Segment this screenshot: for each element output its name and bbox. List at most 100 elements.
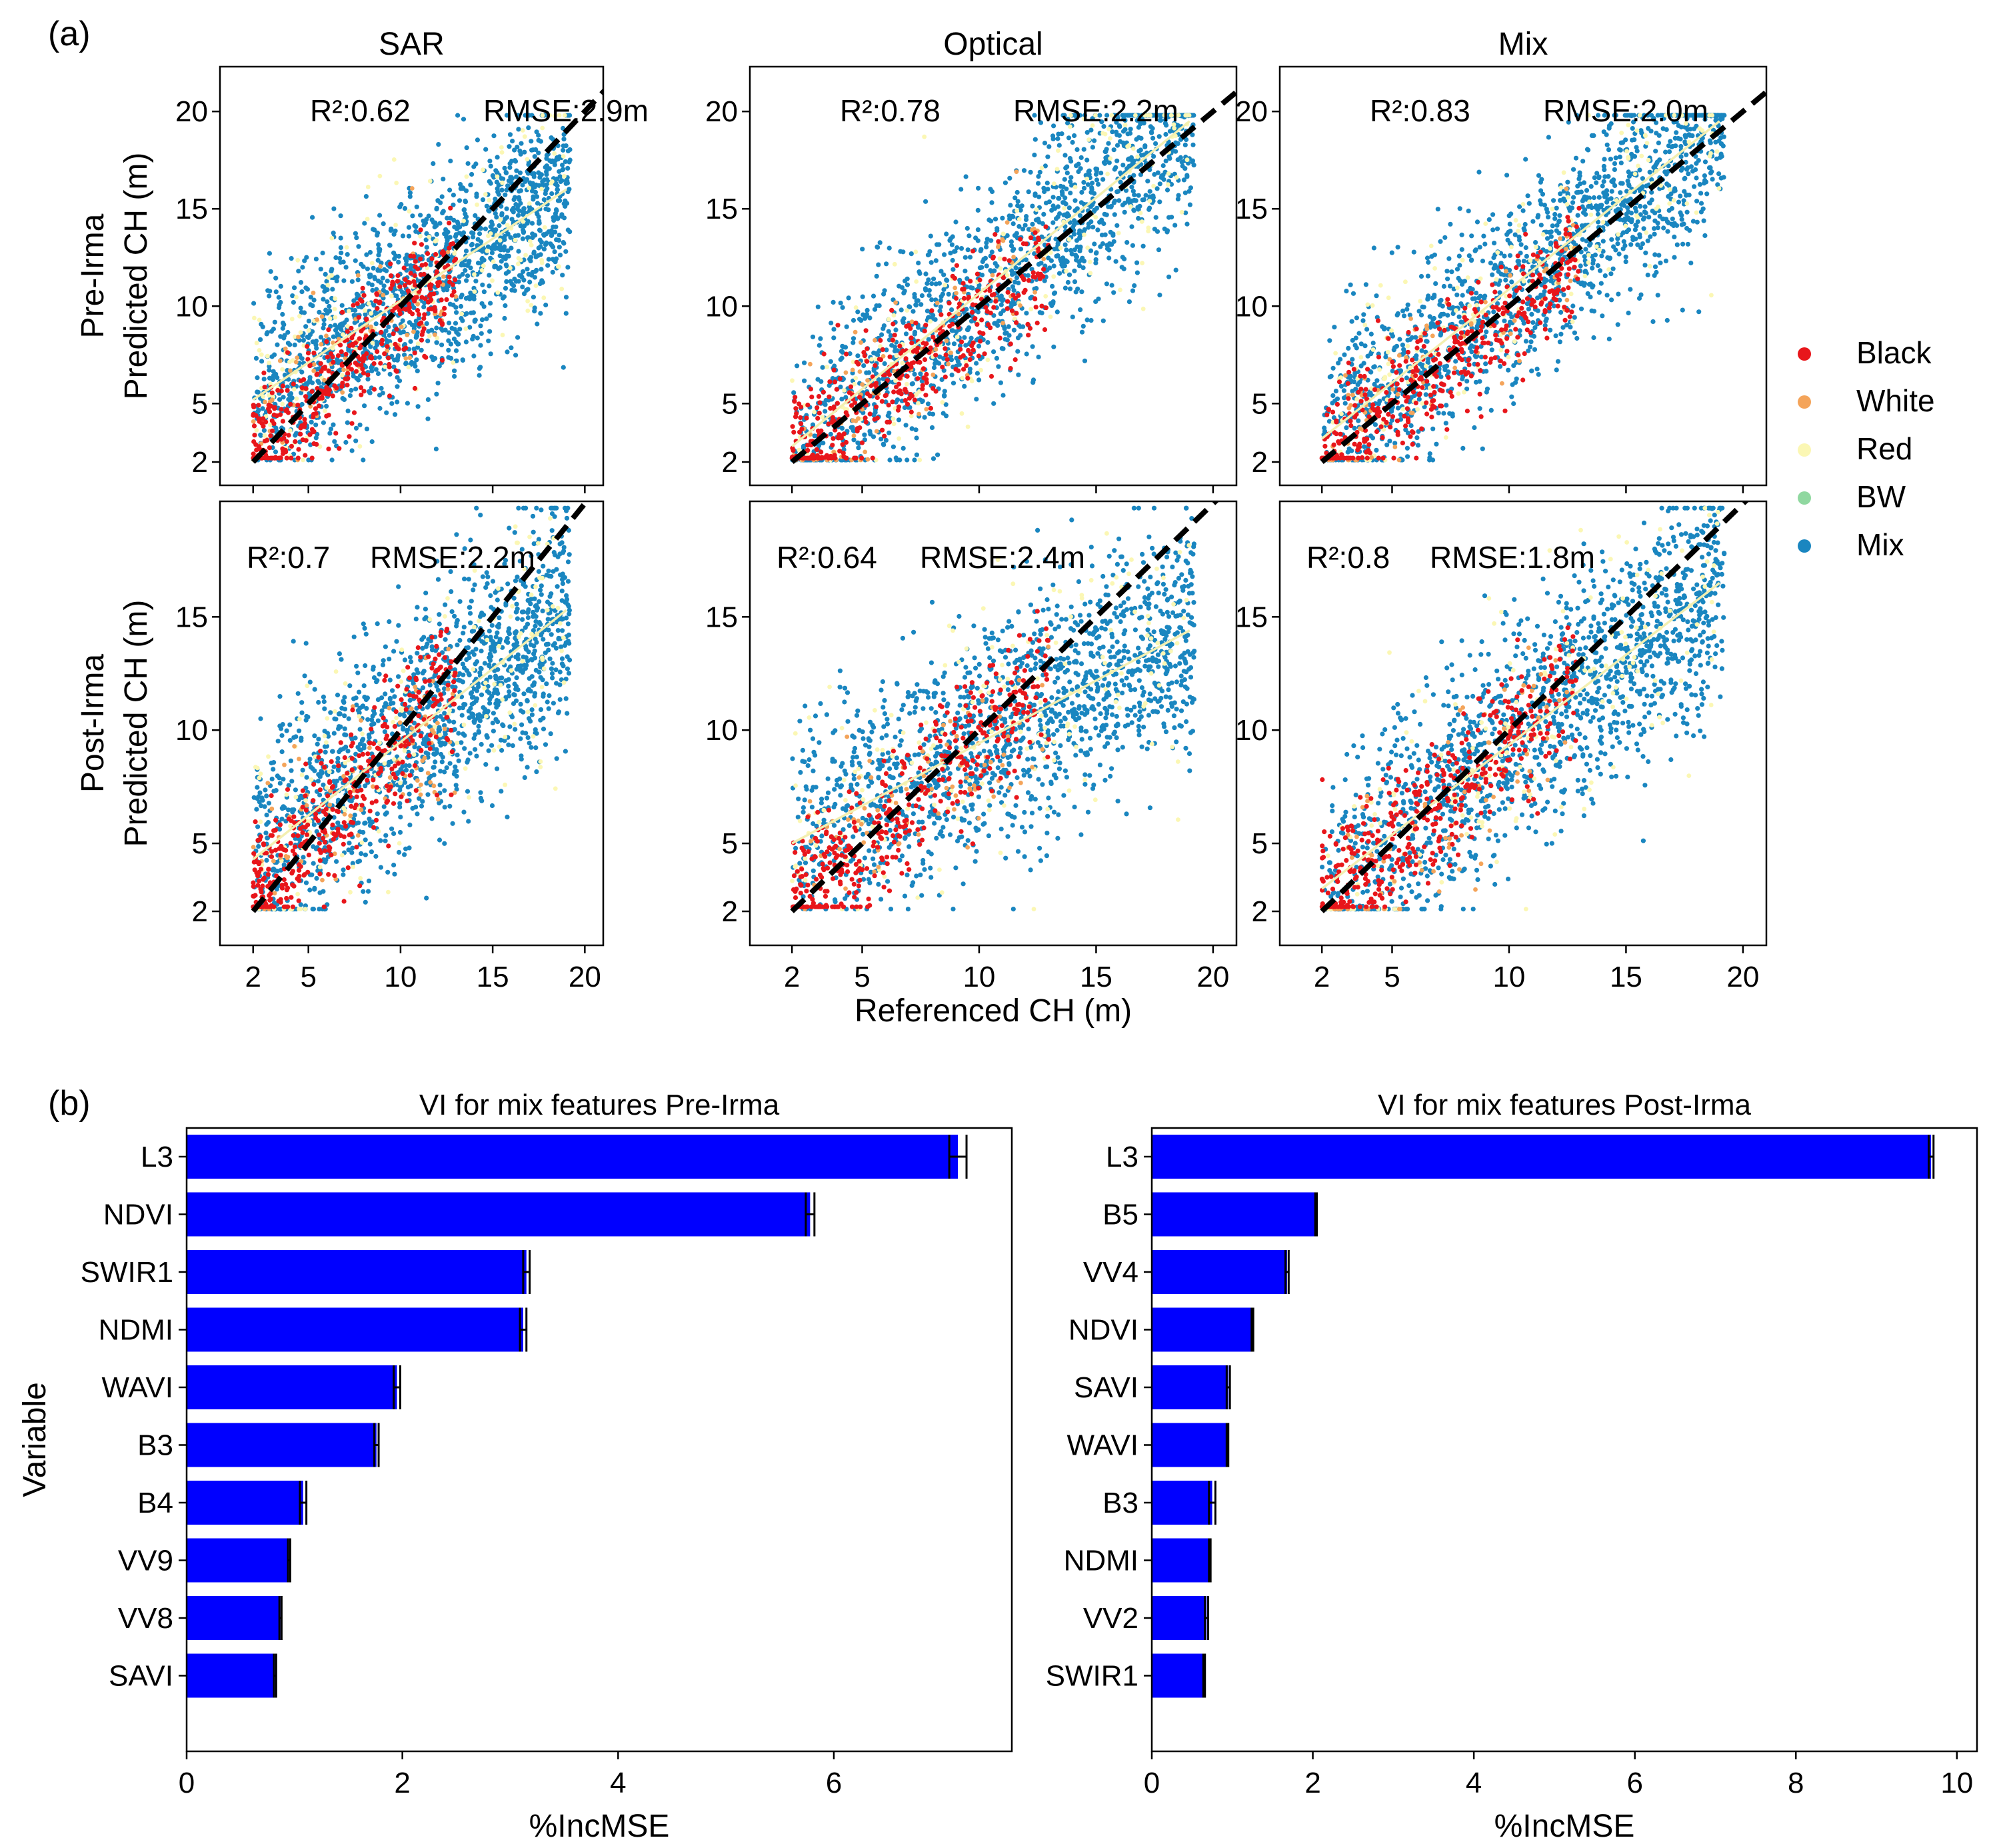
mix-point — [503, 285, 509, 291]
mix-point — [1036, 354, 1041, 360]
mix-point — [1062, 177, 1067, 182]
black-class-point — [442, 305, 447, 311]
mix-point — [1558, 191, 1563, 197]
black-class-point — [790, 424, 795, 429]
mix-point — [406, 233, 412, 239]
black-class-point — [289, 455, 294, 461]
black-class-point — [413, 283, 418, 288]
mix-point — [1024, 214, 1029, 219]
mix-point — [435, 198, 441, 203]
mix-point — [942, 252, 947, 257]
mix-point — [889, 343, 895, 348]
black-class-point — [402, 283, 408, 288]
mix-point — [1009, 268, 1014, 273]
mix-point — [951, 341, 957, 347]
black-class-point — [360, 366, 365, 372]
mix-point — [541, 183, 546, 188]
mix-point — [413, 363, 418, 369]
mix-point — [1051, 344, 1056, 349]
black-class-point — [291, 381, 296, 387]
red-class-point — [1145, 113, 1150, 118]
black-class-point — [371, 361, 377, 367]
red-class-point — [1122, 123, 1128, 128]
black-class-point — [361, 389, 367, 394]
black-class-point — [799, 404, 804, 410]
mix-point — [861, 363, 867, 369]
mix-point — [523, 113, 528, 118]
mix-point — [897, 283, 902, 289]
mix-point — [1062, 285, 1068, 291]
red-class-point — [508, 265, 513, 271]
mix-point — [299, 369, 305, 375]
mix-point — [298, 305, 303, 311]
black-class-point — [889, 307, 895, 313]
mix-point — [1064, 259, 1070, 265]
mix-point — [1160, 163, 1166, 169]
black-class-point — [886, 403, 891, 408]
mix-point — [1050, 220, 1056, 225]
mix-point — [277, 305, 282, 311]
black-class-point — [451, 289, 457, 295]
red-class-point — [1093, 215, 1098, 220]
black-class-point — [799, 421, 804, 427]
mix-point — [1507, 253, 1513, 258]
red-class-point — [427, 235, 432, 239]
red-class-point — [1118, 287, 1122, 293]
mix-point — [372, 227, 377, 233]
mix-point — [985, 237, 990, 242]
mix-point — [959, 187, 964, 192]
mix-point — [299, 289, 305, 295]
mix-point — [501, 294, 507, 299]
mix-point — [280, 325, 285, 331]
red-class-point — [267, 360, 271, 365]
red-class-point — [357, 444, 363, 449]
mix-point — [402, 342, 408, 347]
mix-point — [1172, 171, 1177, 177]
mix-point — [1124, 240, 1130, 245]
mix-point — [935, 452, 941, 457]
mix-point — [1030, 380, 1036, 385]
mix-point — [507, 132, 513, 137]
mix-point — [1102, 161, 1108, 166]
red-class-point — [280, 401, 285, 407]
mix-point — [332, 439, 337, 444]
mix-point — [949, 328, 955, 333]
mix-point — [1176, 193, 1181, 198]
mix-point — [557, 245, 562, 250]
black-class-point — [375, 349, 380, 355]
black-class-point — [397, 311, 403, 317]
red-class-point — [329, 273, 334, 278]
red-class-point — [1108, 136, 1112, 141]
mix-point — [1094, 168, 1099, 173]
mix-point — [1427, 314, 1432, 319]
black-class-point — [311, 351, 317, 356]
mix-point — [384, 290, 389, 295]
mix-point — [1002, 326, 1007, 331]
mix-point — [1104, 147, 1109, 152]
white-class-point — [319, 342, 324, 347]
mix-point — [497, 223, 502, 229]
black-class-point — [347, 343, 353, 349]
mix-point — [375, 268, 381, 273]
mix-point — [938, 297, 943, 303]
mix-point — [457, 274, 462, 279]
mix-point — [1459, 232, 1464, 237]
black-class-point — [873, 404, 879, 409]
black-class-point — [412, 241, 417, 246]
mix-point — [843, 345, 849, 350]
mix-point — [1148, 124, 1153, 129]
black-class-point — [896, 390, 901, 395]
mix-point — [361, 457, 366, 463]
mix-point — [478, 343, 483, 348]
white-class-point — [409, 186, 415, 191]
mix-point — [976, 185, 981, 191]
red-class-point — [1086, 137, 1091, 142]
mix-point — [993, 261, 998, 266]
mix-point — [1070, 314, 1075, 319]
mix-point — [424, 245, 429, 250]
mix-point — [795, 363, 800, 369]
red-class-point — [317, 444, 323, 449]
black-class-point — [827, 394, 832, 399]
mix-point — [343, 439, 349, 445]
